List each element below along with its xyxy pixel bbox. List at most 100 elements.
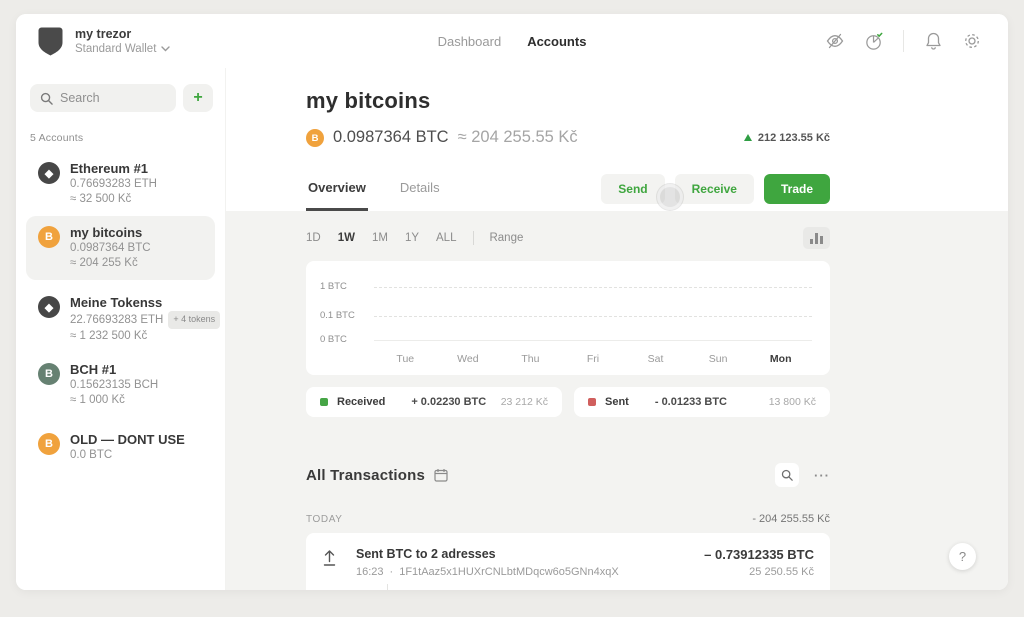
tokens-badge: + 4 tokens [168, 311, 221, 329]
nav-accounts[interactable]: Accounts [527, 33, 587, 49]
page-title: my bitcoins [306, 88, 431, 113]
bell-icon[interactable] [923, 31, 943, 51]
calendar-icon[interactable] [434, 468, 448, 482]
account-name: Ethereum #1 [70, 161, 149, 176]
range-all[interactable]: ALL [436, 232, 457, 244]
chevron-down-icon [161, 46, 171, 52]
x-tick-thu: Thu [521, 353, 540, 365]
graph-controls: 1D 1W 1M 1Y ALL Range [306, 227, 830, 249]
nav-dashboard[interactable]: Dashboard [437, 33, 502, 49]
balance-btc: 0.0987364 BTC [333, 128, 449, 146]
send-arrow-icon [323, 550, 336, 566]
main-panel: my bitcoins B 0.0987364 BTC ≈ 204 255.55… [226, 68, 1008, 590]
transaction-time: 16:23 [356, 566, 384, 578]
search-placeholder: Search [60, 91, 100, 105]
trade-button[interactable]: Trade [763, 174, 830, 204]
transaction-amount-btc: – 0.73912335 BTC [704, 547, 814, 562]
range-1y[interactable]: 1Y [404, 232, 420, 244]
portfolio-sync-icon[interactable] [864, 31, 884, 51]
help-button[interactable]: ? [949, 543, 976, 570]
more-options-icon[interactable]: ··· [814, 467, 830, 483]
sent-fiat: 13 800 Kč [768, 396, 816, 408]
x-tick-sun: Sun [708, 353, 728, 365]
received-fiat: 23 212 Kč [500, 396, 548, 408]
transaction-card[interactable]: Sent BTC to 2 adresses 16:23 · 1F1tAaz5x… [306, 533, 830, 590]
device-name: my trezor [75, 27, 132, 41]
app-window: my trezor Standard Wallet Dashboard Acco… [16, 14, 1008, 590]
received-label: Received [337, 396, 386, 408]
x-tick-tue: Tue [396, 353, 415, 365]
range-selector: 1D 1W 1M 1Y ALL [306, 232, 473, 244]
x-tick-wed: Wed [457, 353, 479, 365]
device-switcher[interactable]: my trezor Standard Wallet [38, 27, 171, 56]
sidebar-account-ethereum-1[interactable]: ◆ Ethereum #1 0.76693283 ETH ≈ 32 500 Kč [26, 152, 215, 216]
search-icon [40, 92, 53, 105]
range-1d[interactable]: 1D [306, 232, 321, 244]
transactions-header: All Transactions ··· [306, 463, 830, 487]
tab-overview[interactable]: Overview [306, 180, 368, 211]
range-button[interactable]: Range [489, 232, 524, 244]
chart-legend: Received + 0.02230 BTC 23 212 Kč Sent - … [306, 387, 830, 417]
add-account-button[interactable]: + [183, 84, 213, 112]
send-button[interactable]: Send [601, 174, 665, 204]
gear-icon[interactable] [962, 31, 982, 51]
cursor-indicator [657, 184, 683, 210]
receive-button[interactable]: Receive [674, 174, 754, 204]
eye-off-icon[interactable] [825, 31, 845, 51]
range-1m[interactable]: 1M [371, 232, 388, 244]
sidebar-account-meine-tokenss[interactable]: ◆ Meine Tokenss 22.76693283 ETH + 4 token… [26, 286, 221, 353]
top-bar-divider [903, 30, 904, 52]
account-fiat: ≈ 1 232 500 Kč [70, 330, 148, 342]
y-tick-0-btc: 0 BTC [320, 334, 347, 345]
account-name: my bitcoins [70, 225, 143, 240]
transaction-amount-fiat: 25 250.55 Kč [749, 566, 814, 578]
sidebar-account-old-dont-use[interactable]: B OLD — DONT USE 0.0 BTC [26, 423, 215, 472]
tab-details[interactable]: Details [399, 180, 440, 195]
x-tick-mon: Mon [769, 353, 792, 365]
top-bar-icons [825, 30, 982, 52]
received-btc: + 0.02230 BTC [411, 396, 487, 408]
account-header: my bitcoins B 0.0987364 BTC ≈ 204 255.55… [226, 68, 1008, 211]
chart-x-labels: Tue Wed Thu Fri Sat Sun Mon [374, 353, 812, 367]
y-tick-1-btc: 1 BTC [320, 281, 347, 292]
sent-label: Sent [605, 396, 629, 408]
account-actions: Send Receive Trade [601, 174, 830, 204]
transaction-address[interactable]: 1F1tAaz5x1HUXrCNLbtMDqcw6o5GNn4xqX [399, 566, 619, 578]
bch-coin-icon: B [38, 363, 60, 385]
account-tabs-row: Overview Details Send Receive Trade [306, 167, 830, 211]
delta-fiat: 212 123.55 Kč [757, 131, 830, 144]
eth-coin-icon: ◆ [38, 296, 60, 318]
account-balance: 22.76693283 ETH [70, 314, 164, 326]
received-swatch-icon [320, 398, 328, 406]
transaction-meta: 16:23 · 1F1tAaz5x1HUXrCNLbtMDqcw6o5GNn4x… [356, 566, 619, 578]
range-1w[interactable]: 1W [337, 232, 355, 244]
sidebar-account-my-bitcoins[interactable]: B my bitcoins 0.0987364 BTC ≈ 204 255 Kč [26, 216, 215, 280]
group-total-fiat: - 204 255.55 Kč [752, 513, 830, 525]
legend-received: Received + 0.02230 BTC 23 212 Kč [306, 387, 562, 417]
account-fiat: ≈ 32 500 Kč [70, 193, 132, 205]
balance-fiat: ≈ 204 255.55 Kč [457, 128, 578, 146]
account-balance: 0.0 BTC [70, 449, 113, 461]
account-name: Meine Tokenss [70, 295, 163, 310]
account-balance: 0.76693283 ETH [70, 178, 157, 190]
btc-coin-icon: B [306, 129, 324, 147]
account-history-chart: 1 BTC 0.1 BTC 0 BTC Tue Wed Thu Fri Sat Sun Mon [306, 261, 830, 375]
group-label: TODAY [306, 514, 343, 525]
main-nav: Dashboard Accounts [438, 34, 587, 49]
account-fiat: ≈ 1 000 Kč [70, 394, 125, 406]
account-name: OLD — DONT USE [70, 432, 185, 447]
chart-type-button[interactable] [803, 227, 830, 249]
sent-btc: - 0.01233 BTC [654, 396, 727, 408]
balance-delta: 212 123.55 Kč [743, 131, 830, 144]
btc-coin-icon: B [38, 226, 60, 248]
btc-coin-icon: B [38, 433, 60, 455]
sidebar-account-bch-1[interactable]: B BCH #1 0.15623135 BCH ≈ 1 000 Kč [26, 353, 215, 417]
account-balance: 0.0987364 BTC [70, 242, 151, 254]
legend-sent: Sent - 0.01233 BTC 13 800 Kč [574, 387, 830, 417]
wallet-type: Standard Wallet [75, 43, 157, 55]
account-search-input[interactable]: Search [30, 84, 176, 112]
gridline-0-btc [374, 340, 812, 341]
transactions-search-button[interactable] [775, 463, 799, 487]
account-content: 1D 1W 1M 1Y ALL Range 1 BTC 0.1 BTC 0 B [226, 211, 1008, 590]
